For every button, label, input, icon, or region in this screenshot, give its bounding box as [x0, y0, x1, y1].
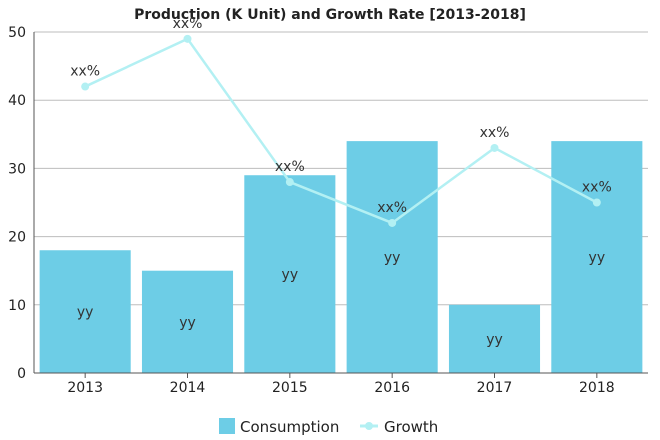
legend[interactable]: Consumption Growth [219, 418, 438, 436]
x-tick-label: 2016 [374, 380, 410, 396]
legend-marker-growth[interactable] [365, 422, 373, 430]
bar-data-label: yy [384, 250, 401, 266]
bar [448, 304, 541, 373]
growth-point [388, 218, 397, 227]
growth-point [183, 34, 192, 43]
legend-label-growth[interactable]: Growth [384, 418, 438, 436]
growth-data-label: xx% [70, 64, 100, 80]
x-tick-label: 2014 [170, 380, 206, 396]
growth-point [592, 198, 601, 207]
growth-data-label: xx% [377, 200, 407, 216]
bar-series [39, 141, 643, 373]
bar-data-label: yy [486, 332, 503, 348]
axes: 0 10 20 30 40 50 2013 2014 2015 2016 2017 2018 [8, 25, 648, 396]
y-tick-label: 50 [8, 25, 26, 41]
bar [39, 250, 131, 373]
bar-data-label: yy [77, 305, 94, 321]
y-tick-label: 10 [8, 298, 26, 314]
legend-swatch-consumption[interactable] [219, 418, 235, 434]
legend-label-consumption[interactable]: Consumption [240, 418, 339, 436]
bar [244, 175, 336, 373]
bar-data-labels: yy yy yy yy yy yy [77, 250, 605, 348]
chart-title: Production (K Unit) and Growth Rate [201… [134, 7, 526, 23]
growth-point [81, 82, 90, 91]
x-tick-label: 2017 [477, 380, 513, 396]
bar-data-label: yy [179, 315, 196, 331]
y-tick-label: 40 [8, 93, 26, 109]
bar [141, 270, 234, 373]
growth-data-label: xx% [173, 16, 203, 32]
x-tick-label: 2013 [67, 380, 103, 396]
line-data-labels: xx% xx% xx% xx% xx% xx% [70, 16, 612, 216]
y-tick-label: 30 [8, 161, 26, 177]
growth-data-label: xx% [582, 180, 612, 196]
growth-data-label: xx% [480, 125, 510, 141]
line-series [81, 34, 601, 227]
bar [551, 141, 643, 373]
bar-data-label: yy [589, 250, 606, 266]
x-tick-label: 2018 [579, 380, 615, 396]
growth-line [84, 37, 598, 225]
bar [346, 141, 438, 373]
growth-point [285, 178, 294, 187]
gridlines [34, 31, 648, 306]
y-tick-label: 0 [17, 366, 26, 382]
growth-point [490, 143, 499, 152]
growth-data-label: xx% [275, 159, 305, 175]
x-tick-label: 2015 [272, 380, 308, 396]
bar-data-label: yy [282, 267, 299, 283]
y-tick-label: 20 [8, 230, 26, 246]
